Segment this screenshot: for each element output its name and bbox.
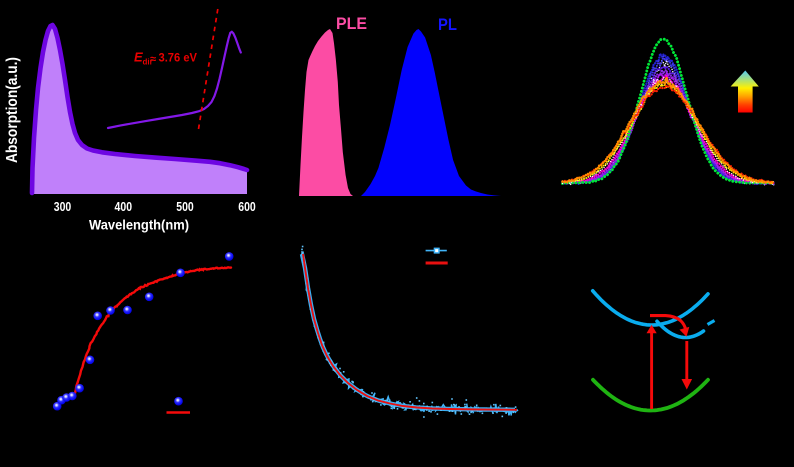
svg-text:E: E xyxy=(134,50,143,65)
svg-text:Absorption(a.u.): Absorption(a.u.) xyxy=(4,57,21,163)
svg-text:600: 600 xyxy=(238,199,256,214)
svg-text:300: 300 xyxy=(54,199,72,214)
svg-text:500: 500 xyxy=(176,199,194,214)
svg-text:3.76 eV: 3.76 eV xyxy=(159,51,198,65)
svg-text:Wavelength(nm): Wavelength(nm) xyxy=(89,217,189,233)
svg-text:PL: PL xyxy=(438,15,457,34)
svg-text:400: 400 xyxy=(115,199,133,214)
svg-text:≈: ≈ xyxy=(150,54,156,66)
svg-text:dir: dir xyxy=(143,58,153,67)
svg-text:PLE: PLE xyxy=(336,14,367,33)
